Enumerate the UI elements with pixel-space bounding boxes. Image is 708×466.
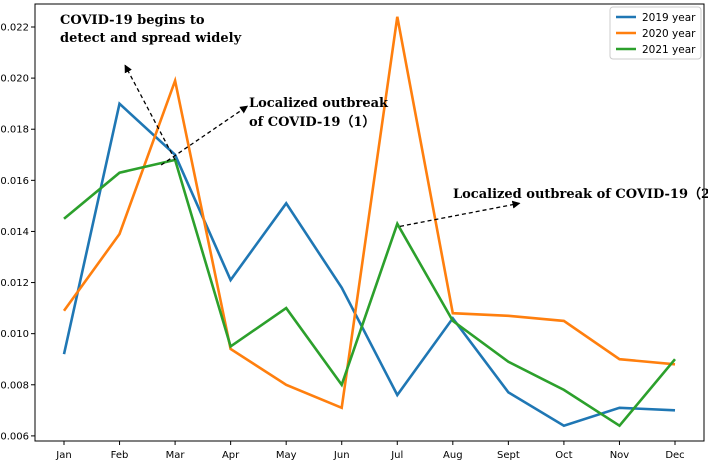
x-tick-label: May xyxy=(276,450,297,461)
legend-label: 2021 year xyxy=(642,44,696,56)
x-tick-label: Mar xyxy=(166,450,186,461)
x-tick-label: Nov xyxy=(610,450,630,461)
y-axis: 0.006 0.008 0.010 0.012 0.014 0.016 0.018 0.020… xyxy=(0,23,35,442)
y-tick-label: 0.022 xyxy=(0,23,29,34)
series-line-2020-year xyxy=(62,16,676,410)
x-tick-label: Jan xyxy=(55,450,71,461)
x-tick-label: Jun xyxy=(333,450,350,461)
legend: 2019 year 2020 year 2021 year xyxy=(609,6,702,60)
annotation-text: detect and spread widely xyxy=(60,31,242,46)
y-tick-label: 0.020 xyxy=(0,74,29,85)
y-tick-label: 0.016 xyxy=(0,176,29,187)
x-tick-label: Apr xyxy=(222,450,240,461)
annotation-arrow xyxy=(399,200,521,227)
annotations: COVID-19 begins to detect and spread wide… xyxy=(60,13,708,227)
legend-label: 2019 year xyxy=(642,12,696,24)
x-tick-label: Sept xyxy=(497,450,520,461)
legend-label: 2020 year xyxy=(642,28,696,40)
x-tick-label: Dec xyxy=(665,450,684,461)
x-tick-label: Feb xyxy=(111,450,129,461)
x-tick-label: Jul xyxy=(390,450,403,461)
y-tick-label: 0.010 xyxy=(0,329,29,340)
y-tick-label: 0.012 xyxy=(0,278,29,289)
y-tick-label: 0.008 xyxy=(0,380,29,391)
series-line-2021-year xyxy=(63,158,676,428)
annotation-text: Localized outbreak xyxy=(249,96,389,111)
x-axis: Jan Feb Mar Apr May Jun Jul Aug Sept Oct Nov Dec xyxy=(55,441,685,461)
series-line-2019-year xyxy=(62,101,676,428)
x-tick-label: Aug xyxy=(443,450,463,461)
annotation-arrow xyxy=(124,64,176,161)
legend-box xyxy=(609,6,702,60)
x-tick-label: Oct xyxy=(555,450,572,461)
annotation-text: Localized outbreak of COVID-19（2） xyxy=(453,186,708,202)
annotation-text: COVID-19 begins to xyxy=(60,13,205,28)
annotation-arrow xyxy=(160,105,249,166)
series-lines xyxy=(62,16,676,428)
y-tick-label: 0.018 xyxy=(0,125,29,136)
annotation-text: of COVID-19（1） xyxy=(249,114,375,130)
plot-frame xyxy=(34,3,705,442)
y-tick-label: 0.014 xyxy=(0,227,29,238)
y-tick-label: 0.006 xyxy=(0,431,29,442)
